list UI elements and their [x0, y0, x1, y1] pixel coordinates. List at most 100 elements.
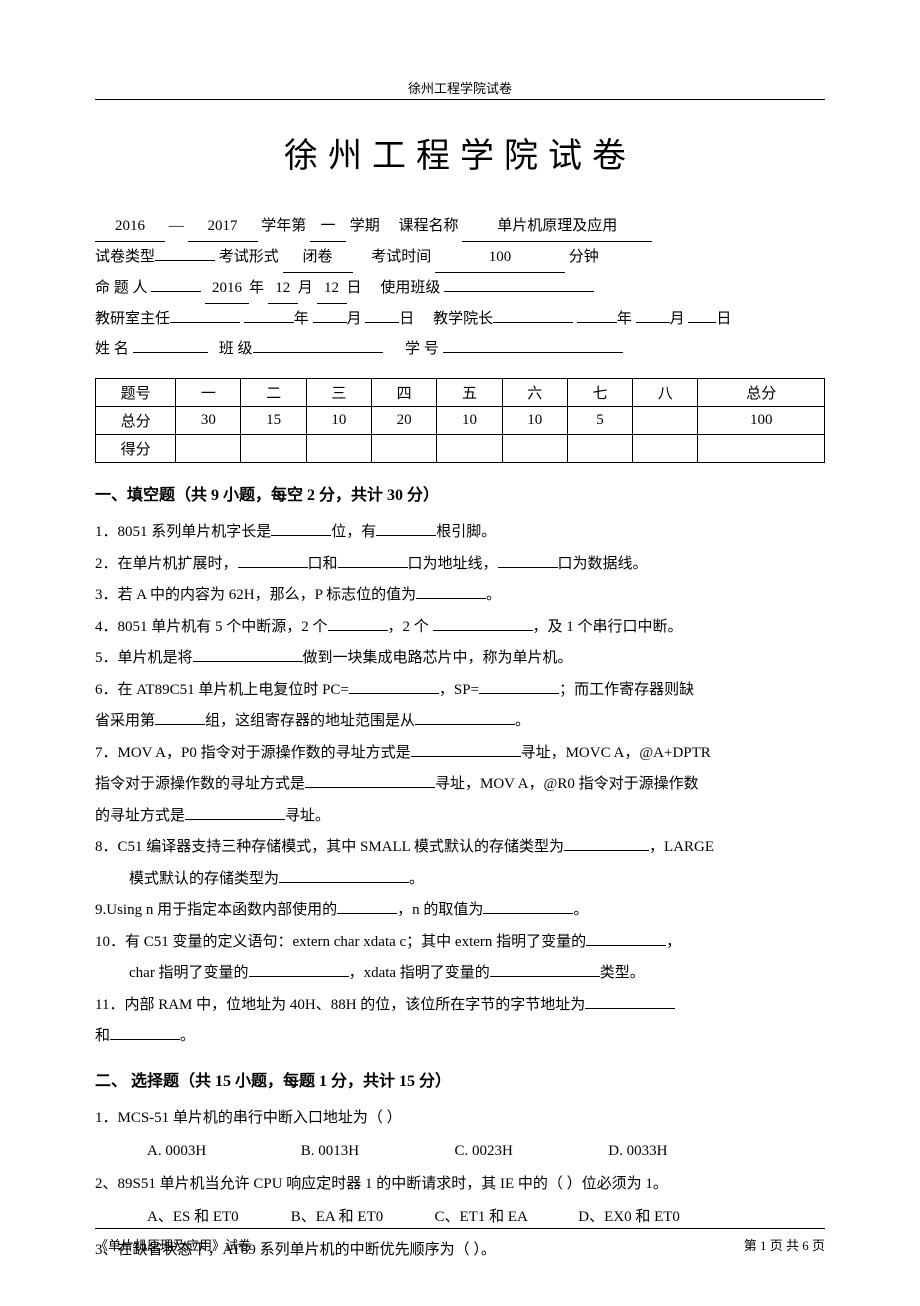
meta-block: 2016 — 2017 学年第 一 学期 课程名称 单片机原理及应用 试卷类型 … — [95, 211, 825, 364]
q-text: ，LARGE — [649, 839, 714, 855]
stuno-label: 学 号 — [405, 341, 439, 357]
td-empty — [698, 435, 825, 463]
mo3: 月 — [670, 311, 685, 327]
table-row: 总分 30 15 10 20 10 10 5 100 — [96, 407, 825, 435]
q7: 7．MOV A，P0 指令对于源操作数的寻址方式是寻址，MOVC A，@A+DP… — [95, 738, 825, 770]
fill-blank — [564, 850, 649, 851]
fill-blank — [271, 535, 331, 536]
td-score-label: 得分 — [96, 435, 176, 463]
td-empty — [306, 435, 371, 463]
q-text: 8．C51 编译器支持三种存储模式，其中 SMALL 模式默认的存储类型为 — [95, 839, 564, 855]
opt-d: D. 0033H — [608, 1134, 728, 1169]
q-text: 3．若 A 中的内容为 62H，那么，P 标志位的值为 — [95, 587, 416, 603]
q-text: ，及 1 个串行口中断。 — [533, 619, 683, 635]
th-0: 题号 — [96, 379, 176, 407]
q-text: 。 — [409, 871, 424, 887]
th-5: 五 — [437, 379, 502, 407]
q-text: 类型。 — [600, 965, 645, 981]
dy2: 日 — [399, 311, 414, 327]
fill-blank — [249, 976, 349, 977]
term-label-a: 学年第 — [261, 218, 306, 234]
dy: 日 — [347, 280, 362, 296]
q-text: 7．MOV A，P0 指令对于源操作数的寻址方式是 — [95, 745, 411, 761]
th-1: 一 — [176, 379, 241, 407]
q-text: 11．内部 RAM 中，位地址为 40H、88H 的位，该位所在字节的字节地址为 — [95, 997, 585, 1013]
setter-blank — [151, 291, 201, 292]
use-class-label: 使用班级 — [380, 280, 440, 296]
fill-blank — [349, 693, 439, 694]
fill-blank — [416, 598, 486, 599]
q-text: 指令对于源操作数的寻址方式是 — [95, 776, 305, 792]
set-month: 12 — [268, 273, 298, 304]
q4: 4．8051 单片机有 5 个中断源，2 个 ，2 个 ，及 1 个串行口中断。 — [95, 612, 825, 644]
q-text: 位，有 — [331, 524, 376, 540]
dean-year-blank — [577, 322, 617, 323]
q-text: 。 — [486, 587, 501, 603]
td-empty — [502, 435, 567, 463]
q-text: 2．在单片机扩展时， — [95, 556, 238, 572]
fill-blank — [110, 1039, 180, 1040]
th-9: 总分 — [698, 379, 825, 407]
q-text: 4．8051 单片机有 5 个中断源，2 个 — [95, 619, 328, 635]
q-text: 1．8051 系列单片机字长是 — [95, 524, 271, 540]
set-year: 2016 — [205, 273, 249, 304]
td-8 — [633, 407, 698, 435]
q7-cont2: 的寻址方式是寻址。 — [95, 801, 825, 833]
exam-page: 徐州工程学院试卷 徐州工程学院试卷 2016 — 2017 学年第 一 学期 课… — [0, 0, 920, 1306]
td-empty — [372, 435, 437, 463]
dean-month-blank — [636, 322, 670, 323]
page-footer: 《单片机原理及应用》试卷 第 1 页 共 6 页 — [95, 1228, 825, 1254]
fill-blank — [586, 945, 666, 946]
opt-a: A. 0003H — [147, 1134, 297, 1169]
q-text: 省采用第 — [95, 713, 155, 729]
mc-q1: 1．MCS-51 单片机的串行中断入口地址为（ ） — [95, 1103, 825, 1135]
q-text: ，xdata 指明了变量的 — [349, 965, 490, 981]
q6: 6．在 AT89C51 单片机上电复位时 PC=，SP=；而工作寄存器则缺 — [95, 675, 825, 707]
fill-blank — [479, 693, 559, 694]
mo: 月 — [298, 280, 313, 296]
th-3: 三 — [306, 379, 371, 407]
dean-label: 教学院长 — [433, 311, 493, 327]
td-2: 15 — [241, 407, 306, 435]
exam-form: 闭卷 — [283, 242, 353, 273]
th-7: 七 — [567, 379, 632, 407]
q-text: 10．有 C51 变量的定义语句：extern char xdata c；其中 … — [95, 934, 586, 950]
q-text: 口为地址线， — [408, 556, 498, 572]
fill-blank — [337, 913, 397, 914]
meta-line-5: 姓 名 班 级 学 号 — [95, 334, 825, 364]
td-7: 5 — [567, 407, 632, 435]
q-text: 和 — [95, 1028, 110, 1044]
use-class-blank — [444, 291, 594, 292]
fill-blank — [328, 630, 388, 631]
td-3: 10 — [306, 407, 371, 435]
q-text: ， — [666, 934, 681, 950]
q10: 10．有 C51 变量的定义语句：extern char xdata c；其中 … — [95, 927, 825, 959]
opt-c: C. 0023H — [455, 1134, 605, 1169]
q-text: 根引脚。 — [436, 524, 496, 540]
class-label: 班 级 — [219, 341, 253, 357]
dean-blank — [493, 322, 573, 323]
fill-blank — [433, 630, 533, 631]
table-row: 得分 — [96, 435, 825, 463]
section1-head: 一、填空题（共 9 小题，每空 2 分，共计 30 分） — [95, 481, 825, 505]
mc-q2: 2、89S51 单片机当允许 CPU 响应定时器 1 的中断请求时，其 IE 中… — [95, 1169, 825, 1201]
q-text: ，2 个 — [388, 619, 429, 635]
fill-blank — [338, 567, 408, 568]
dy3: 日 — [716, 311, 731, 327]
fill-blank — [238, 567, 308, 568]
q-text: 。 — [573, 902, 588, 918]
q6-cont: 省采用第组，这组寄存器的地址范围是从。 — [95, 706, 825, 738]
td-4: 20 — [372, 407, 437, 435]
q3: 3．若 A 中的内容为 62H，那么，P 标志位的值为 。 — [95, 580, 825, 612]
td-empty — [241, 435, 306, 463]
th-4: 四 — [372, 379, 437, 407]
fill-blank — [415, 724, 515, 725]
dept-day-blank — [365, 322, 399, 323]
q-text: 。 — [180, 1028, 195, 1044]
score-table: 题号 一 二 三 四 五 六 七 八 总分 总分 30 15 10 20 10 … — [95, 378, 825, 463]
th-8: 八 — [633, 379, 698, 407]
q8: 8．C51 编译器支持三种存储模式，其中 SMALL 模式默认的存储类型为 ，LA… — [95, 832, 825, 864]
td-1: 30 — [176, 407, 241, 435]
td-empty — [176, 435, 241, 463]
q5: 5．单片机是将做到一块集成电路芯片中，称为单片机。 — [95, 643, 825, 675]
